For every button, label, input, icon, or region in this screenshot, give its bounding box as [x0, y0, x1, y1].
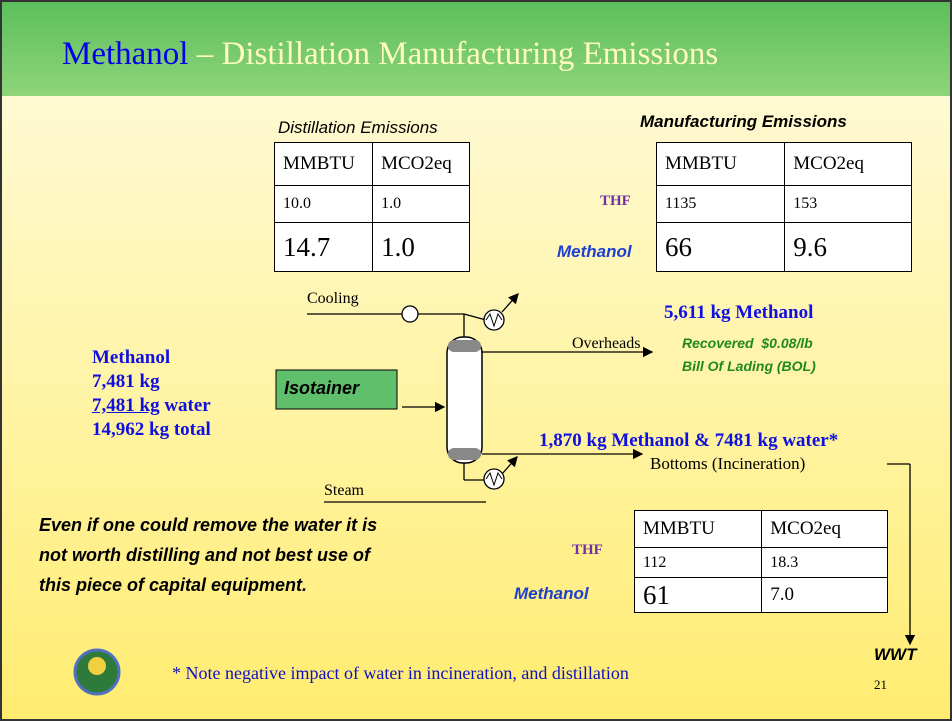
- cell: 1.0: [372, 185, 470, 223]
- title-main: Methanol: [62, 36, 189, 72]
- cell: 1135: [655, 185, 786, 223]
- column-top: [448, 340, 481, 352]
- footnote: * Note negative impact of water in incin…: [172, 663, 629, 683]
- cell: 1.0: [372, 222, 470, 272]
- cell: 61: [633, 577, 763, 613]
- condenser-coil: [485, 312, 503, 328]
- cell: 9.6: [784, 222, 912, 272]
- cell: 66: [655, 222, 786, 272]
- column-bottom: [448, 448, 481, 460]
- steam-label: Steam: [324, 482, 364, 499]
- water-mass: 7,481 kg: [92, 395, 160, 416]
- row-label: THF: [600, 193, 631, 209]
- page-number: 21: [874, 677, 887, 692]
- cell: 10.0: [273, 185, 374, 223]
- header-cell: MMBTU: [655, 142, 786, 186]
- row-label: Methanol: [557, 242, 632, 261]
- isotainer-label: Isotainer: [284, 378, 360, 398]
- remark-line: not worth distilling and not best use of: [39, 545, 370, 565]
- epa-logo-sun: [88, 657, 106, 675]
- header-cell: MMBTU: [633, 510, 763, 548]
- header-cell: MCO2eq: [372, 142, 470, 186]
- distillation-table: MMBTU MCO2eq 10.0 1.0 14.7 1.0: [273, 142, 470, 272]
- overheads-label: Overheads: [572, 335, 641, 352]
- feed-mass: 7,481 kg: [92, 371, 160, 392]
- wwt-label: WWT: [874, 645, 917, 664]
- cell: 112: [633, 547, 763, 578]
- caption: Manufacturing Emissions: [640, 112, 847, 131]
- cell: 14.7: [273, 222, 374, 272]
- bottoms-label: Bottoms (Incineration): [650, 454, 806, 473]
- feed-total: 14,962 kg total: [92, 419, 211, 440]
- remark-line: this piece of capital equipment.: [39, 575, 308, 595]
- overheads-amount: 5,611 kg Methanol: [664, 302, 814, 323]
- title: Methanol – Distillation Manufacturing Em…: [62, 36, 718, 73]
- bottoms-stream: 1,870 kg Methanol & 7481 kg water*: [539, 430, 839, 451]
- water-label: water: [164, 395, 211, 416]
- row-label: Methanol: [514, 584, 589, 603]
- cell: 153: [784, 185, 912, 223]
- isotainer-box: [275, 369, 398, 410]
- reboiler-coil: [485, 471, 503, 487]
- cell: 7.0: [761, 577, 888, 613]
- feed-name: Methanol: [92, 347, 171, 368]
- bottoms-table: MMBTU MCO2eq 112 18.3 61 7.0: [633, 510, 888, 613]
- bol: Bill Of Lading (BOL): [682, 358, 816, 374]
- recovered: Recovered $0.08/lb: [682, 335, 813, 351]
- remark-line: Even if one could remove the water it is: [39, 515, 378, 535]
- flow-lines: [307, 293, 916, 646]
- header-cell: MCO2eq: [761, 510, 888, 548]
- header: Methanol – Distillation Manufacturing Em…: [2, 2, 950, 96]
- feed-water: 7,481 kg water: [92, 395, 211, 417]
- column: [446, 336, 483, 464]
- manufacturing-table: MMBTU MCO2eq 1135 153 66 9.6: [655, 142, 912, 272]
- cell: 18.3: [761, 547, 888, 578]
- title-rest: – Distillation Manufacturing Emissions: [196, 36, 719, 72]
- cooling-label: Cooling: [307, 290, 359, 307]
- pump: [401, 305, 419, 323]
- header-cell: MMBTU: [273, 142, 374, 186]
- header-cell: MCO2eq: [784, 142, 912, 186]
- caption: Distillation Emissions: [278, 118, 438, 137]
- row-label: THF: [572, 542, 603, 558]
